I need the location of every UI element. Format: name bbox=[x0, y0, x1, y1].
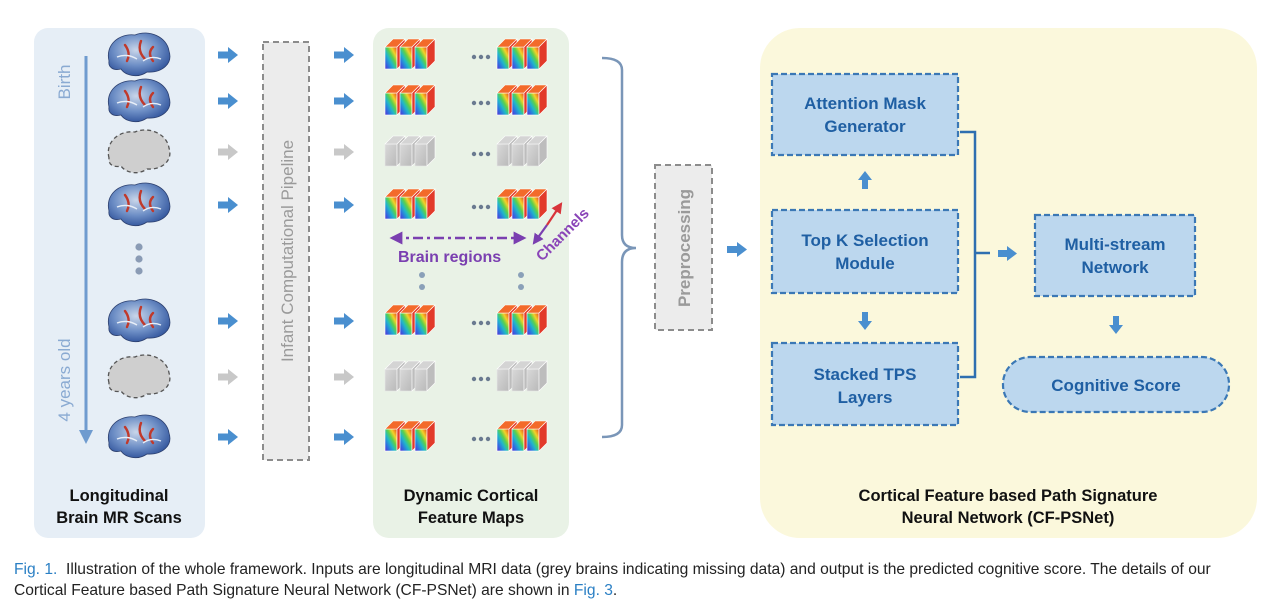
feature-block-icon bbox=[384, 84, 436, 116]
attention-mask-generator-box bbox=[770, 72, 960, 157]
scans-ellipsis-icon bbox=[135, 243, 143, 275]
feature-map-row bbox=[384, 304, 548, 336]
psnet-title-line2: Neural Network (CF-PSNet) bbox=[902, 509, 1115, 527]
horizontal-ellipsis-icon bbox=[471, 376, 491, 382]
feature-block-icon bbox=[496, 420, 548, 452]
feature-block-icon bbox=[496, 188, 548, 220]
missing-arrow-right-icon bbox=[218, 144, 238, 160]
feature-map-row bbox=[384, 420, 548, 452]
psnet-bracket bbox=[960, 130, 990, 379]
feature-block-icon bbox=[496, 360, 548, 392]
bracket-to-multistream-arrow bbox=[998, 246, 1017, 261]
brain-scan-icon bbox=[107, 414, 171, 459]
feature-block-icon bbox=[384, 38, 436, 70]
horizontal-ellipsis-icon bbox=[471, 54, 491, 60]
timeline-start-label: Birth bbox=[55, 65, 74, 100]
scans-title-line2: Brain MR Scans bbox=[56, 509, 182, 527]
psnet-title-line1: Cortical Feature based Path Signature bbox=[859, 487, 1158, 505]
scan-to-pipeline-arrows bbox=[218, 47, 238, 445]
arrow-right-icon bbox=[218, 197, 238, 213]
caption-fig3-link[interactable]: Fig. 3 bbox=[573, 582, 613, 599]
feature-map-row bbox=[384, 84, 548, 116]
scans-title-line1: Longitudinal bbox=[70, 487, 169, 505]
feature-block-icon bbox=[384, 360, 436, 392]
horizontal-ellipsis-icon bbox=[471, 151, 491, 157]
feature-title-line2: Feature Maps bbox=[418, 509, 524, 527]
figure-caption: Fig. 1. Illustration of the whole framew… bbox=[14, 559, 1254, 601]
feature-map-row bbox=[384, 360, 548, 392]
arrow-right-icon bbox=[334, 429, 354, 445]
caption-fig-label: Fig. 1. bbox=[14, 561, 58, 578]
preprocessing-to-psnet-arrow bbox=[727, 242, 747, 257]
arrow-right-icon bbox=[218, 93, 238, 109]
brain-regions-label: Brain regions bbox=[398, 249, 501, 266]
merge-bracket bbox=[601, 56, 637, 439]
timeline: Birth 4 years old bbox=[55, 56, 93, 444]
multistream-line1: Multi-stream bbox=[1064, 235, 1165, 254]
topk-line2: Module bbox=[835, 254, 895, 273]
brain-scan-icon bbox=[107, 298, 171, 343]
missing-arrow-right-icon bbox=[334, 369, 354, 385]
feature-block-icon bbox=[496, 38, 548, 70]
horizontal-ellipsis-icon bbox=[471, 436, 491, 442]
missing-brain-icon bbox=[107, 129, 171, 174]
horizontal-ellipsis-icon bbox=[471, 204, 491, 210]
feature-title-line1: Dynamic Cortical bbox=[404, 487, 539, 505]
arrow-right-icon bbox=[218, 429, 238, 445]
feature-block-icon bbox=[384, 188, 436, 220]
arrow-right-icon bbox=[334, 313, 354, 329]
arrow-right-icon bbox=[334, 93, 354, 109]
feature-block-icon bbox=[384, 420, 436, 452]
feature-block-icon bbox=[496, 84, 548, 116]
caption-text: Illustration of the whole framework. Inp… bbox=[14, 561, 1211, 599]
feature-block-icon bbox=[384, 135, 436, 167]
preprocessing-label: Preprocessing bbox=[675, 189, 694, 307]
multistream-to-score-arrow bbox=[1109, 316, 1123, 334]
timeline-end-label: 4 years old bbox=[55, 338, 74, 421]
multi-stream-network-box bbox=[1033, 213, 1197, 298]
arrow-right-icon bbox=[334, 47, 354, 63]
preprocessing-box bbox=[654, 164, 713, 331]
attention-line2: Generator bbox=[824, 117, 906, 136]
pipeline-label: Infant Computational Pipeline bbox=[278, 140, 297, 362]
brain-scan-icon bbox=[107, 182, 171, 227]
topk-to-attention-arrow bbox=[858, 171, 872, 189]
feature-map-row bbox=[384, 38, 548, 70]
pipeline-box bbox=[262, 41, 310, 461]
cognitive-score-label: Cognitive Score bbox=[1051, 376, 1180, 395]
stacked-line2: Layers bbox=[838, 388, 893, 407]
horizontal-ellipsis-icon bbox=[471, 100, 491, 106]
stacked-tps-box bbox=[770, 341, 960, 427]
horizontal-ellipsis-icon bbox=[471, 320, 491, 326]
missing-arrow-right-icon bbox=[334, 144, 354, 160]
caption-end: . bbox=[612, 582, 618, 599]
attention-line1: Attention Mask bbox=[804, 94, 926, 113]
feature-block-icon bbox=[496, 135, 548, 167]
topk-selection-box bbox=[770, 208, 960, 295]
feature-block-icon bbox=[496, 304, 548, 336]
arrow-right-icon bbox=[218, 47, 238, 63]
cognitive-score-box bbox=[1001, 355, 1231, 414]
feature-block-icon bbox=[384, 304, 436, 336]
brain-scan-icon bbox=[107, 78, 171, 123]
feature-map-row bbox=[384, 188, 548, 220]
brain-scan-icon bbox=[107, 32, 171, 77]
topk-line1: Top K Selection bbox=[801, 231, 928, 250]
pipeline-to-features-arrows bbox=[334, 47, 354, 445]
missing-arrow-right-icon bbox=[218, 369, 238, 385]
feature-map-row bbox=[384, 135, 548, 167]
topk-to-stacked-arrow bbox=[858, 312, 872, 330]
feature-map-rows bbox=[384, 38, 548, 452]
stacked-line1: Stacked TPS bbox=[814, 365, 917, 384]
framework-diagram: Birth 4 years old Infant Computational P… bbox=[34, 28, 1257, 538]
arrow-right-icon bbox=[334, 197, 354, 213]
missing-brain-icon bbox=[107, 354, 171, 399]
multistream-line2: Network bbox=[1081, 258, 1149, 277]
brain-scans bbox=[107, 32, 171, 459]
arrow-right-icon bbox=[218, 313, 238, 329]
